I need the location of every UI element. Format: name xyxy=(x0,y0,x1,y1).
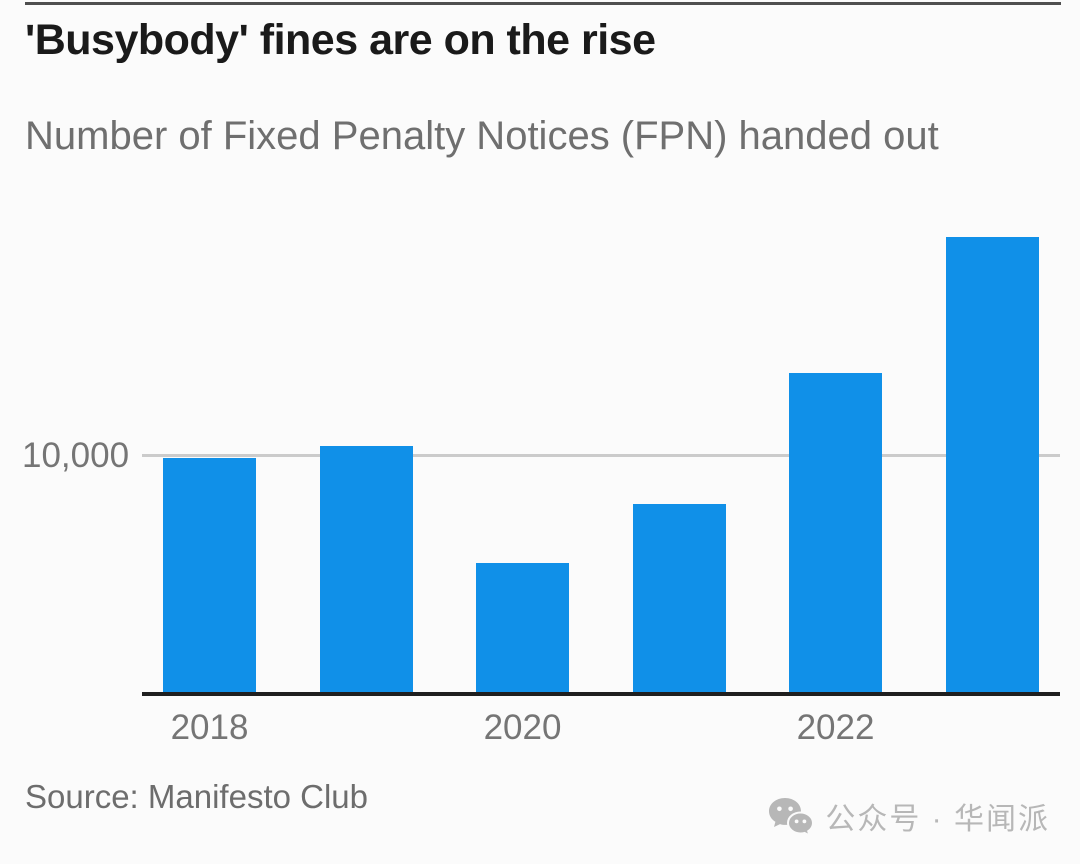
chart-subtitle: Number of Fixed Penalty Notices (FPN) ha… xyxy=(25,114,939,158)
bar-2019 xyxy=(319,446,413,694)
bar-2018 xyxy=(163,458,256,694)
chart-title: 'Busybody' fines are on the rise xyxy=(25,16,656,64)
y-tick-label-10000: 10,000 xyxy=(22,436,130,475)
x-tick-2018: 2018 xyxy=(170,708,249,747)
top-rule xyxy=(25,2,1061,5)
wechat-icon xyxy=(767,795,814,837)
x-tick-2022: 2022 xyxy=(796,708,875,747)
source-label: Source: Manifesto Club xyxy=(25,778,369,815)
x-tick-2020: 2020 xyxy=(483,708,562,747)
x-axis-line xyxy=(142,692,1060,696)
gridline-10000 xyxy=(142,454,1060,457)
watermark: 公众号 · 华闻派 xyxy=(767,794,1050,838)
watermark-text: 公众号 · 华闻派 xyxy=(825,803,1050,836)
bar-2022 xyxy=(789,373,882,694)
bar-2023 xyxy=(945,237,1039,694)
bar-2020 xyxy=(476,563,569,694)
bar-2021 xyxy=(632,504,726,694)
plot-area: 10,000 2018 2020 2022 xyxy=(22,194,1060,747)
